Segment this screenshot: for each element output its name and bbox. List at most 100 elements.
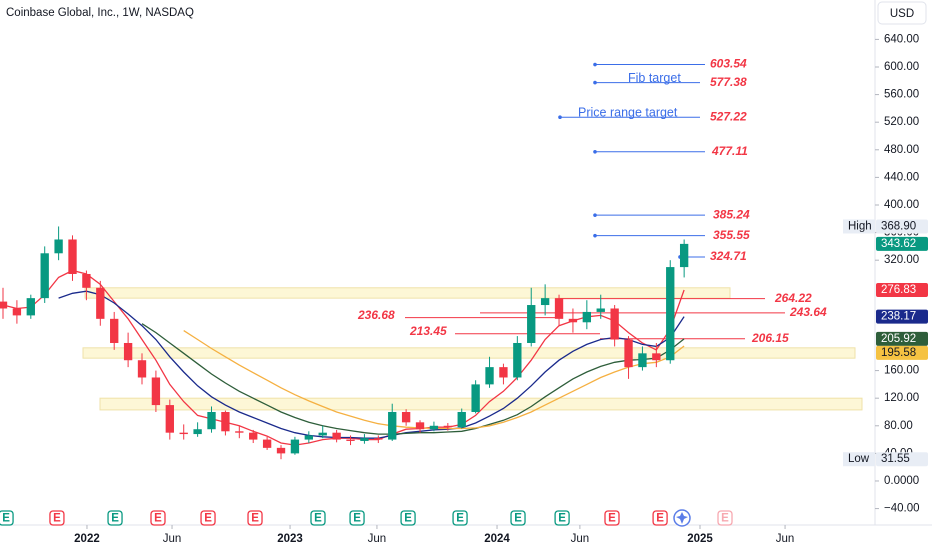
earnings-marker (452, 510, 468, 526)
candle-body (346, 439, 355, 441)
level-label: 236.68 (357, 308, 395, 322)
y-tick-label: 640.00 (884, 33, 919, 45)
candle-body (401, 411, 411, 423)
replay-icon[interactable] (673, 509, 691, 527)
moving-average (58, 290, 685, 439)
y-tick-label: 480.00 (884, 144, 919, 156)
zone (82, 347, 856, 359)
y-tick-label: 320.00 (884, 254, 919, 266)
earnings-marker (554, 510, 570, 526)
price-label-box (876, 282, 928, 297)
price-label: 238.17 (881, 311, 916, 323)
earnings-label: E (721, 513, 729, 525)
candle-body (68, 239, 77, 274)
earnings-label: E (656, 513, 664, 525)
earnings-marker (604, 510, 620, 526)
level-label: 603.54 (710, 57, 747, 71)
earnings-label: E (204, 513, 212, 525)
y-tick-label: −40.00 (884, 503, 920, 515)
candle-body (513, 342, 522, 378)
y-tick-label: 0.0000 (884, 475, 919, 487)
earnings-label: E (314, 513, 322, 525)
price-label: 276.83 (881, 284, 916, 296)
price-label-name: High (848, 220, 872, 232)
candle-body (54, 239, 63, 254)
earnings-label: E (608, 513, 616, 525)
level-label: 213.45 (409, 324, 447, 338)
zone (84, 287, 731, 299)
x-tick-label: Jun (368, 533, 387, 545)
level-dot (593, 62, 597, 67)
level-label: 355.55 (713, 228, 750, 242)
candle-body (429, 425, 439, 430)
candle-body (12, 308, 22, 316)
level-label: 477.11 (711, 144, 748, 158)
candle-body (82, 273, 91, 288)
candle-body (527, 305, 536, 343)
price-label-name: Low (848, 453, 870, 465)
earnings-marker (200, 510, 216, 526)
candle-body (304, 435, 313, 440)
candle-body (624, 339, 633, 368)
x-tick-label: 2023 (277, 533, 303, 545)
candle-body (568, 318, 578, 323)
level-label: 243.64 (789, 305, 827, 319)
y-tick-label: 520.00 (884, 116, 919, 128)
x-tick-label: 2022 (74, 533, 100, 545)
earnings-label: E (251, 513, 259, 525)
candle-body (360, 438, 369, 441)
candle-body (554, 298, 564, 319)
level-label: 527.22 (710, 109, 747, 123)
candle-body (165, 405, 174, 433)
price-label-box (876, 345, 928, 360)
y-tick-label: 80.00 (884, 420, 913, 432)
currency-box[interactable] (877, 1, 927, 25)
candle-body (0, 301, 8, 309)
x-tick-label: 2025 (687, 533, 713, 545)
price-label-box (876, 219, 928, 234)
y-tick-label: 600.00 (884, 61, 919, 73)
earnings-marker (247, 510, 263, 526)
level-label: 577.38 (710, 75, 747, 89)
zone (99, 397, 863, 411)
candle-body (96, 287, 105, 319)
candle-body (221, 411, 230, 432)
candle-body (388, 411, 397, 440)
price-label: 343.62 (881, 238, 916, 250)
earnings-label: E (111, 513, 119, 525)
candle-body (235, 431, 244, 433)
level-label: 324.71 (710, 249, 747, 263)
candle-body (666, 267, 675, 361)
currency: USD (890, 8, 914, 20)
price-label-box (876, 452, 928, 467)
level-label: 385.24 (713, 207, 750, 221)
annotation: Fib target (628, 71, 681, 85)
level-dot (593, 233, 597, 238)
candle-body (318, 432, 327, 436)
earnings-marker (310, 510, 326, 526)
candle-body (40, 253, 49, 299)
price-label-box (876, 236, 928, 251)
candle-body (485, 367, 494, 385)
plot: 603.54 577.38 527.22 477.11 385.24 355.55 324.… (0, 57, 863, 460)
candle-body (290, 439, 300, 454)
earnings-marker (49, 510, 65, 526)
candle-body (193, 429, 202, 435)
candle-body (457, 411, 466, 428)
y-tick-label: 400.00 (884, 199, 919, 211)
y-tick-label: 440.00 (884, 171, 919, 183)
level-label: 264.22 (774, 291, 812, 305)
earnings-marker (400, 510, 416, 526)
candle-body (332, 432, 341, 440)
candle-body (110, 318, 119, 343)
x-tick-label: Jun (163, 533, 182, 545)
price-label-box (876, 309, 928, 324)
x-tick-label: Jun (776, 533, 795, 545)
candle-body (582, 311, 592, 323)
price-label: 195.58 (881, 347, 916, 359)
candle-body (679, 243, 689, 268)
price-label-name-box (843, 219, 875, 234)
candle-body (499, 367, 508, 378)
level-label: 206.15 (751, 331, 789, 345)
